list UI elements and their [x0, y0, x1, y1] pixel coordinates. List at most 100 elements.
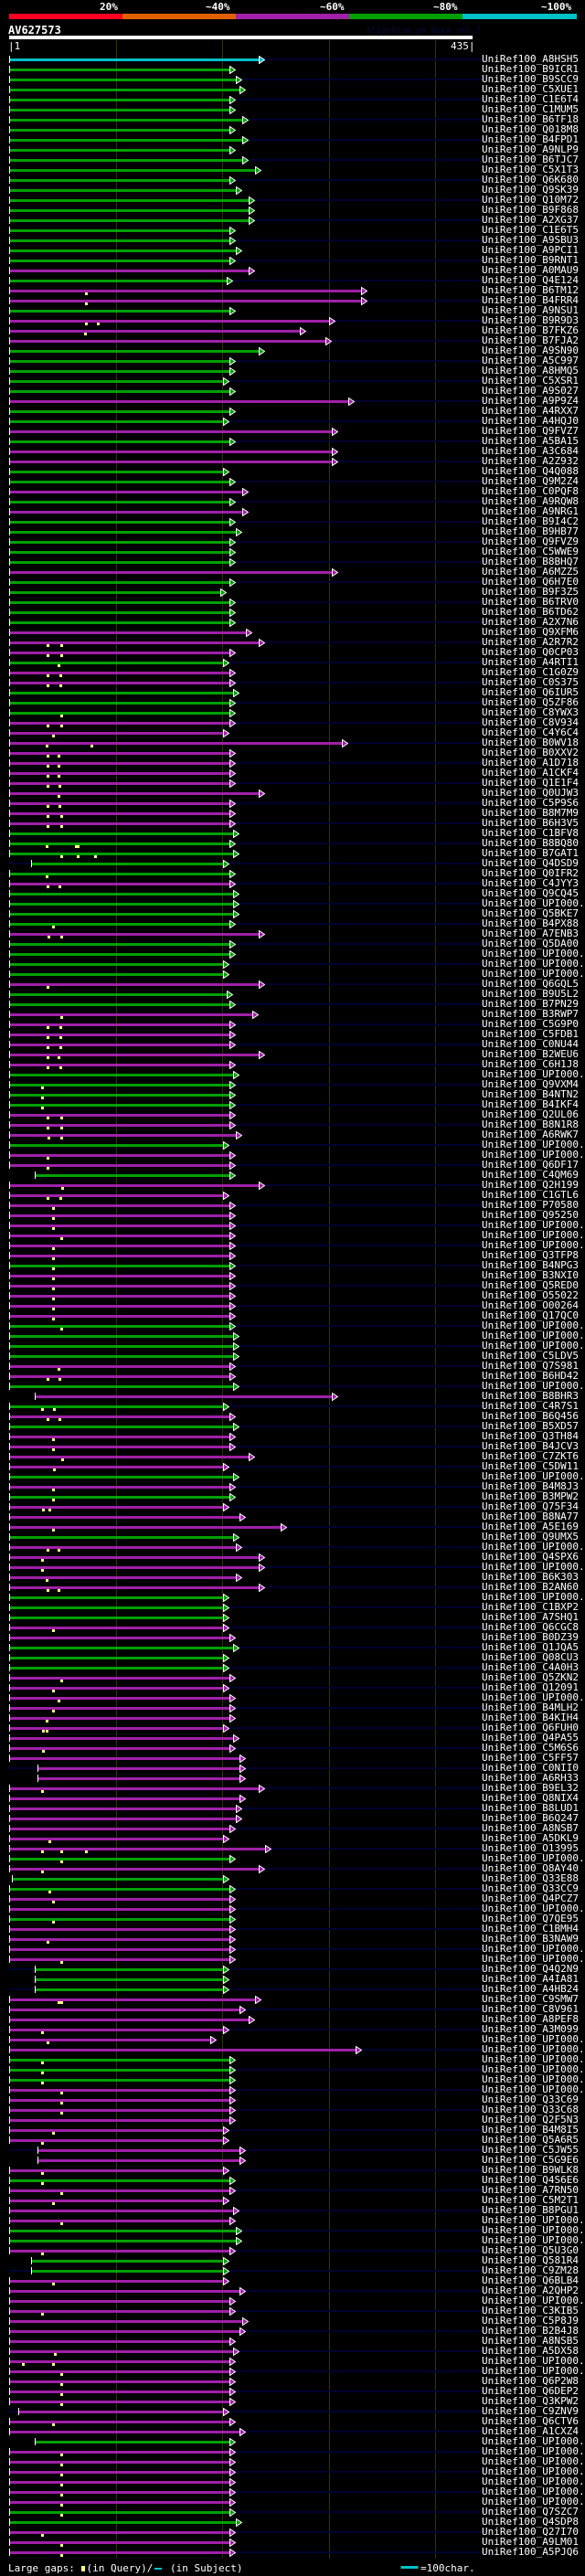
subject-label[interactable]: UniRef100_UPI000..: [482, 2465, 585, 2477]
alignment-row[interactable]: UniRef100_B4NPG3: [0, 1259, 585, 1271]
subject-label[interactable]: UniRef100_B6Q456: [482, 1410, 579, 1422]
subject-label[interactable]: UniRef100_UPI000..: [482, 1239, 585, 1251]
alignment-row[interactable]: UniRef100_Q6DF17: [0, 1159, 585, 1171]
alignment-row[interactable]: UniRef100_C5LDV5: [0, 1350, 585, 1362]
alignment-bar[interactable]: [9, 1456, 250, 1458]
alignment-row[interactable]: UniRef100_Q6GQL5: [0, 978, 585, 990]
alignment-bar[interactable]: [9, 1305, 230, 1308]
alignment-row[interactable]: UniRef100_C0PQF8: [0, 485, 585, 497]
alignment-bar[interactable]: [9, 179, 230, 182]
alignment-bar[interactable]: [9, 2009, 240, 2011]
alignment-row[interactable]: UniRef100_UPI000..: [0, 1541, 585, 1553]
subject-label[interactable]: UniRef100_B7GAT1: [482, 847, 579, 859]
alignment-bar[interactable]: [9, 571, 333, 574]
alignment-row[interactable]: UniRef100_Q5BKE7: [0, 907, 585, 919]
alignment-row[interactable]: UniRef100_C1BMH4: [0, 1923, 585, 1935]
alignment-bar[interactable]: [9, 1848, 266, 1850]
alignment-bar[interactable]: [9, 1355, 234, 1358]
subject-label[interactable]: UniRef100_A5BA15: [482, 435, 579, 447]
alignment-row[interactable]: UniRef100_B9HB77: [0, 525, 585, 537]
subject-label[interactable]: UniRef100_B8BQ80: [482, 837, 579, 849]
alignment-bar[interactable]: [9, 290, 362, 292]
alignment-bar[interactable]: [18, 2411, 224, 2413]
alignment-bar[interactable]: [9, 1054, 260, 1056]
alignment-bar[interactable]: [9, 199, 250, 202]
alignment-bar[interactable]: [9, 1094, 230, 1097]
alignment-row[interactable]: UniRef100_Q6CTV6: [0, 2415, 585, 2427]
alignment-bar[interactable]: [35, 2441, 230, 2443]
subject-label[interactable]: UniRef100_B4M8I5: [482, 2124, 579, 2136]
subject-label[interactable]: UniRef100_B9RNT1: [482, 254, 579, 266]
alignment-row[interactable]: UniRef100_O55022: [0, 1289, 585, 1301]
alignment-bar[interactable]: [9, 440, 230, 443]
subject-label[interactable]: UniRef100_A3M099: [482, 2023, 579, 2035]
alignment-row[interactable]: UniRef100_B7GAT1: [0, 847, 585, 859]
alignment-bar[interactable]: [9, 1295, 230, 1298]
subject-label[interactable]: UniRef100_UPI000..: [482, 1943, 585, 1955]
subject-label[interactable]: UniRef100_A9NLP9: [482, 143, 579, 155]
alignment-row[interactable]: UniRef100_A9SN90: [0, 345, 585, 356]
subject-label[interactable]: UniRef100_B2WEU6: [482, 1048, 579, 1060]
alignment-row[interactable]: UniRef100_UPI000..: [0, 1470, 585, 1482]
subject-label[interactable]: UniRef100_Q4DSD9: [482, 857, 579, 869]
alignment-bar[interactable]: [9, 2049, 356, 2051]
subject-label[interactable]: UniRef100_UPI000..: [482, 2355, 585, 2367]
alignment-row[interactable]: UniRef100_B3RWP7: [0, 1008, 585, 1020]
subject-label[interactable]: UniRef100_UPI000..: [482, 2365, 585, 2377]
alignment-row[interactable]: UniRef100_UPI000..: [0, 1330, 585, 1341]
subject-label[interactable]: UniRef100_UPI000..: [482, 948, 585, 959]
alignment-row[interactable]: UniRef100_C5P8J9: [0, 2315, 585, 2327]
alignment-row[interactable]: UniRef100_B0XXV2: [0, 747, 585, 758]
alignment-row[interactable]: UniRef100_UPI000..: [0, 2214, 585, 2226]
subject-label[interactable]: UniRef100_C5G9P0: [482, 1018, 579, 1030]
alignment-row[interactable]: UniRef100_UPI000..: [0, 2365, 585, 2377]
subject-label[interactable]: UniRef100_UPI000..: [482, 1340, 585, 1352]
alignment-row[interactable]: UniRef100_Q95250: [0, 1209, 585, 1221]
subject-label[interactable]: UniRef100_O55022: [482, 1289, 579, 1301]
alignment-row[interactable]: UniRef100_Q7S981: [0, 1360, 585, 1372]
alignment-row[interactable]: UniRef100_C1E6T4: [0, 93, 585, 105]
alignment-row[interactable]: UniRef100_Q6DEP2: [0, 2385, 585, 2397]
alignment-bar[interactable]: [9, 2491, 230, 2494]
subject-label[interactable]: UniRef100_B2AN60: [482, 1581, 579, 1593]
alignment-row[interactable]: UniRef100_Q27I70: [0, 2526, 585, 2538]
subject-label[interactable]: UniRef100_Q0UJW3: [482, 787, 579, 799]
subject-label[interactable]: UniRef100_C1BXP2: [482, 1601, 579, 1613]
alignment-row[interactable]: UniRef100_B4MLH2: [0, 1701, 585, 1713]
subject-label[interactable]: UniRef100_C8V934: [482, 716, 579, 728]
alignment-row[interactable]: UniRef100_A5DKL9: [0, 1832, 585, 1844]
alignment-bar[interactable]: [9, 2401, 230, 2403]
subject-label[interactable]: UniRef100_B8M7M9: [482, 807, 579, 819]
alignment-row[interactable]: UniRef100_Q4E124: [0, 274, 585, 286]
subject-label[interactable]: UniRef100_Q6FUH0: [482, 1722, 579, 1733]
subject-label[interactable]: UniRef100_C0PQF8: [482, 485, 579, 497]
alignment-bar[interactable]: [9, 2210, 234, 2212]
subject-label[interactable]: UniRef100_Q17QC0: [482, 1309, 579, 1321]
alignment-bar[interactable]: [37, 2149, 240, 2152]
alignment-bar[interactable]: [9, 1134, 237, 1137]
alignment-bar[interactable]: [9, 933, 260, 936]
alignment-row[interactable]: UniRef100_UPI000..: [0, 1903, 585, 1914]
alignment-row[interactable]: UniRef100_A7ENB3: [0, 928, 585, 939]
alignment-bar[interactable]: [9, 1486, 230, 1489]
subject-label[interactable]: UniRef100_UPI000..: [482, 2435, 585, 2447]
subject-label[interactable]: UniRef100_Q12091: [482, 1681, 579, 1693]
alignment-bar[interactable]: [9, 79, 237, 81]
alignment-row[interactable]: UniRef100_C5XUE1: [0, 83, 585, 95]
alignment-row[interactable]: UniRef100_C3KIB5: [0, 2305, 585, 2316]
subject-label[interactable]: UniRef100_C0NU44: [482, 1038, 579, 1050]
alignment-row[interactable]: UniRef100_C5FDB1: [0, 1028, 585, 1040]
alignment-row[interactable]: UniRef100_C8YWX3: [0, 706, 585, 718]
alignment-row[interactable]: UniRef100_B4M8I5: [0, 2124, 585, 2136]
alignment-bar[interactable]: [9, 1013, 253, 1016]
alignment-bar[interactable]: [9, 2059, 230, 2062]
alignment-bar[interactable]: [9, 430, 333, 433]
alignment-row[interactable]: UniRef100_A6MZZ5: [0, 566, 585, 578]
alignment-bar[interactable]: [9, 2290, 240, 2293]
alignment-row[interactable]: UniRef100_B8M7M9: [0, 807, 585, 819]
subject-label[interactable]: UniRef100_A9P9Z4: [482, 395, 579, 407]
alignment-bar[interactable]: [9, 370, 230, 373]
subject-label[interactable]: UniRef100_UPI000..: [482, 2063, 585, 2075]
alignment-row[interactable]: UniRef100_B4NTN2: [0, 1088, 585, 1100]
alignment-row[interactable]: UniRef100_C5M2T1: [0, 2194, 585, 2206]
